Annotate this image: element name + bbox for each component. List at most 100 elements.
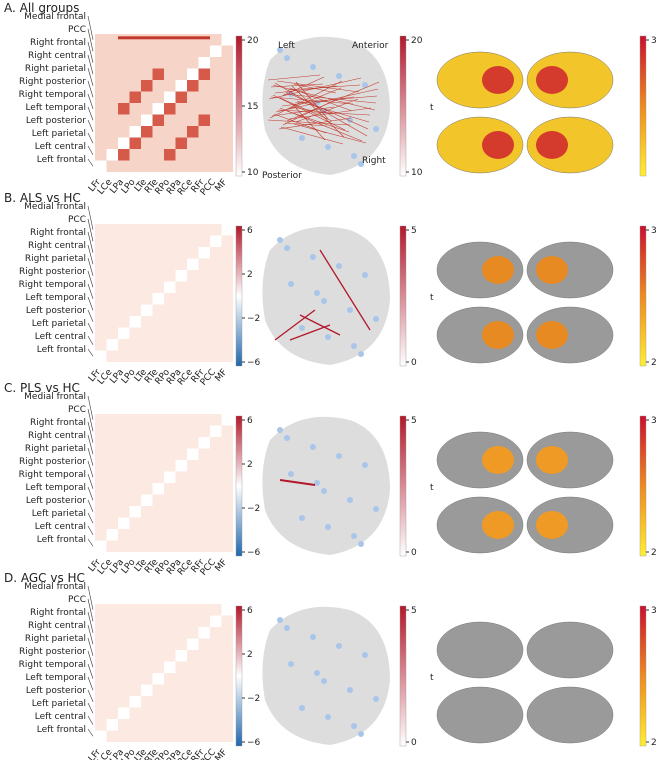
row-label: Right posterior: [19, 77, 86, 87]
brain-label: Posterior: [262, 171, 302, 181]
panel-title: D. AGC vs HC: [4, 571, 85, 585]
edge: [269, 80, 343, 119]
leader-line: [87, 296, 94, 311]
edge: [270, 96, 354, 105]
row-label: Left parietal: [32, 509, 86, 519]
row-label: Right central: [28, 621, 86, 631]
edge: [284, 122, 328, 127]
leader-line: [87, 80, 94, 98]
node: [373, 126, 379, 132]
node: [325, 714, 331, 720]
leader-line: [87, 637, 94, 656]
colorbar-tick-label: 2: [247, 270, 253, 280]
node: [362, 462, 368, 468]
edge: [267, 119, 351, 126]
matrix-diagonal: [164, 91, 176, 103]
row-label: PCC: [68, 405, 86, 415]
colorbar-tick-label: 6: [247, 226, 253, 236]
node: [284, 245, 290, 251]
node: [336, 263, 342, 269]
cortex: [436, 306, 524, 364]
cortex: [436, 686, 524, 744]
row-label: Right parietal: [25, 444, 86, 454]
node: [347, 687, 353, 693]
matrix-diagonal: [118, 707, 130, 719]
leader-line: [87, 499, 94, 512]
row-label: Left parietal: [32, 699, 86, 709]
matrix-diagonal: [129, 506, 141, 518]
edge: [286, 81, 380, 122]
node: [347, 497, 353, 503]
leader-line: [87, 231, 94, 253]
edge: [283, 93, 377, 104]
node: [288, 471, 294, 477]
row-label: Right posterior: [19, 457, 86, 467]
colorbar-tick-label: 3: [651, 36, 657, 46]
cortex: [436, 496, 524, 554]
colorbar: [399, 605, 407, 747]
leader-line: [87, 132, 94, 144]
leader-line: [87, 486, 94, 501]
cortex-highlight: [536, 66, 568, 94]
cortex-highlight: [536, 321, 568, 349]
colorbar-tick-label: −6: [247, 358, 261, 368]
cortex-highlight: [536, 511, 568, 539]
row-label: Left temporal: [25, 293, 86, 303]
node: [314, 670, 320, 676]
leader-line: [87, 106, 94, 121]
node: [310, 634, 316, 640]
row-label: Left parietal: [32, 319, 86, 329]
matrix-diagonal: [198, 57, 210, 69]
matrix-diagonal: [95, 350, 107, 362]
matrix-diagonal: [198, 437, 210, 449]
node: [277, 617, 283, 623]
colorbar-tick-label: 10: [247, 168, 259, 178]
leader-line: [87, 525, 94, 535]
colorbar-tick-label: 2: [247, 460, 253, 470]
node: [284, 435, 290, 441]
cortex: [436, 431, 524, 489]
row-label: Left posterior: [26, 116, 86, 126]
matrix-diagonal: [187, 68, 199, 80]
row-label: Right frontal: [30, 418, 86, 428]
node: [288, 661, 294, 667]
matrix-diagonal: [141, 684, 153, 696]
node: [277, 237, 283, 243]
edge: [270, 83, 324, 88]
node: [314, 290, 320, 296]
edge: [290, 106, 334, 115]
node: [310, 444, 316, 450]
cortex: [526, 621, 614, 679]
row-label: Left temporal: [25, 673, 86, 683]
row-label: Right frontal: [30, 228, 86, 238]
cortex-highlight: [482, 321, 514, 349]
row-label: Left central: [35, 142, 86, 152]
colorbar-label: t: [430, 103, 434, 113]
matrix-diagonal: [164, 281, 176, 293]
edge: [282, 99, 336, 126]
matrix-diagonal: [141, 114, 153, 126]
matrix-cell-strong: [198, 114, 210, 126]
colorbar-tick-label: 6: [247, 606, 253, 616]
colorbar-tick-label: 0: [411, 738, 417, 748]
brain-label: Right: [362, 156, 386, 166]
node: [299, 705, 305, 711]
row-label: Right temporal: [19, 470, 86, 480]
matrix-cell-strong: [175, 91, 187, 103]
row-label: Right parietal: [25, 64, 86, 74]
matrix-top-band: [118, 36, 210, 40]
matrix-diagonal: [118, 137, 130, 149]
node: [336, 643, 342, 649]
matrix-diagonal: [152, 673, 164, 685]
cortex: [526, 686, 614, 744]
node: [314, 480, 320, 486]
edge: [295, 98, 359, 123]
colorbar-label: t: [430, 293, 434, 303]
node: [325, 144, 331, 150]
colorbar-label: t: [430, 483, 434, 493]
leader-line: [87, 41, 94, 63]
matrix-diagonal: [210, 235, 222, 247]
edge: [286, 110, 350, 133]
